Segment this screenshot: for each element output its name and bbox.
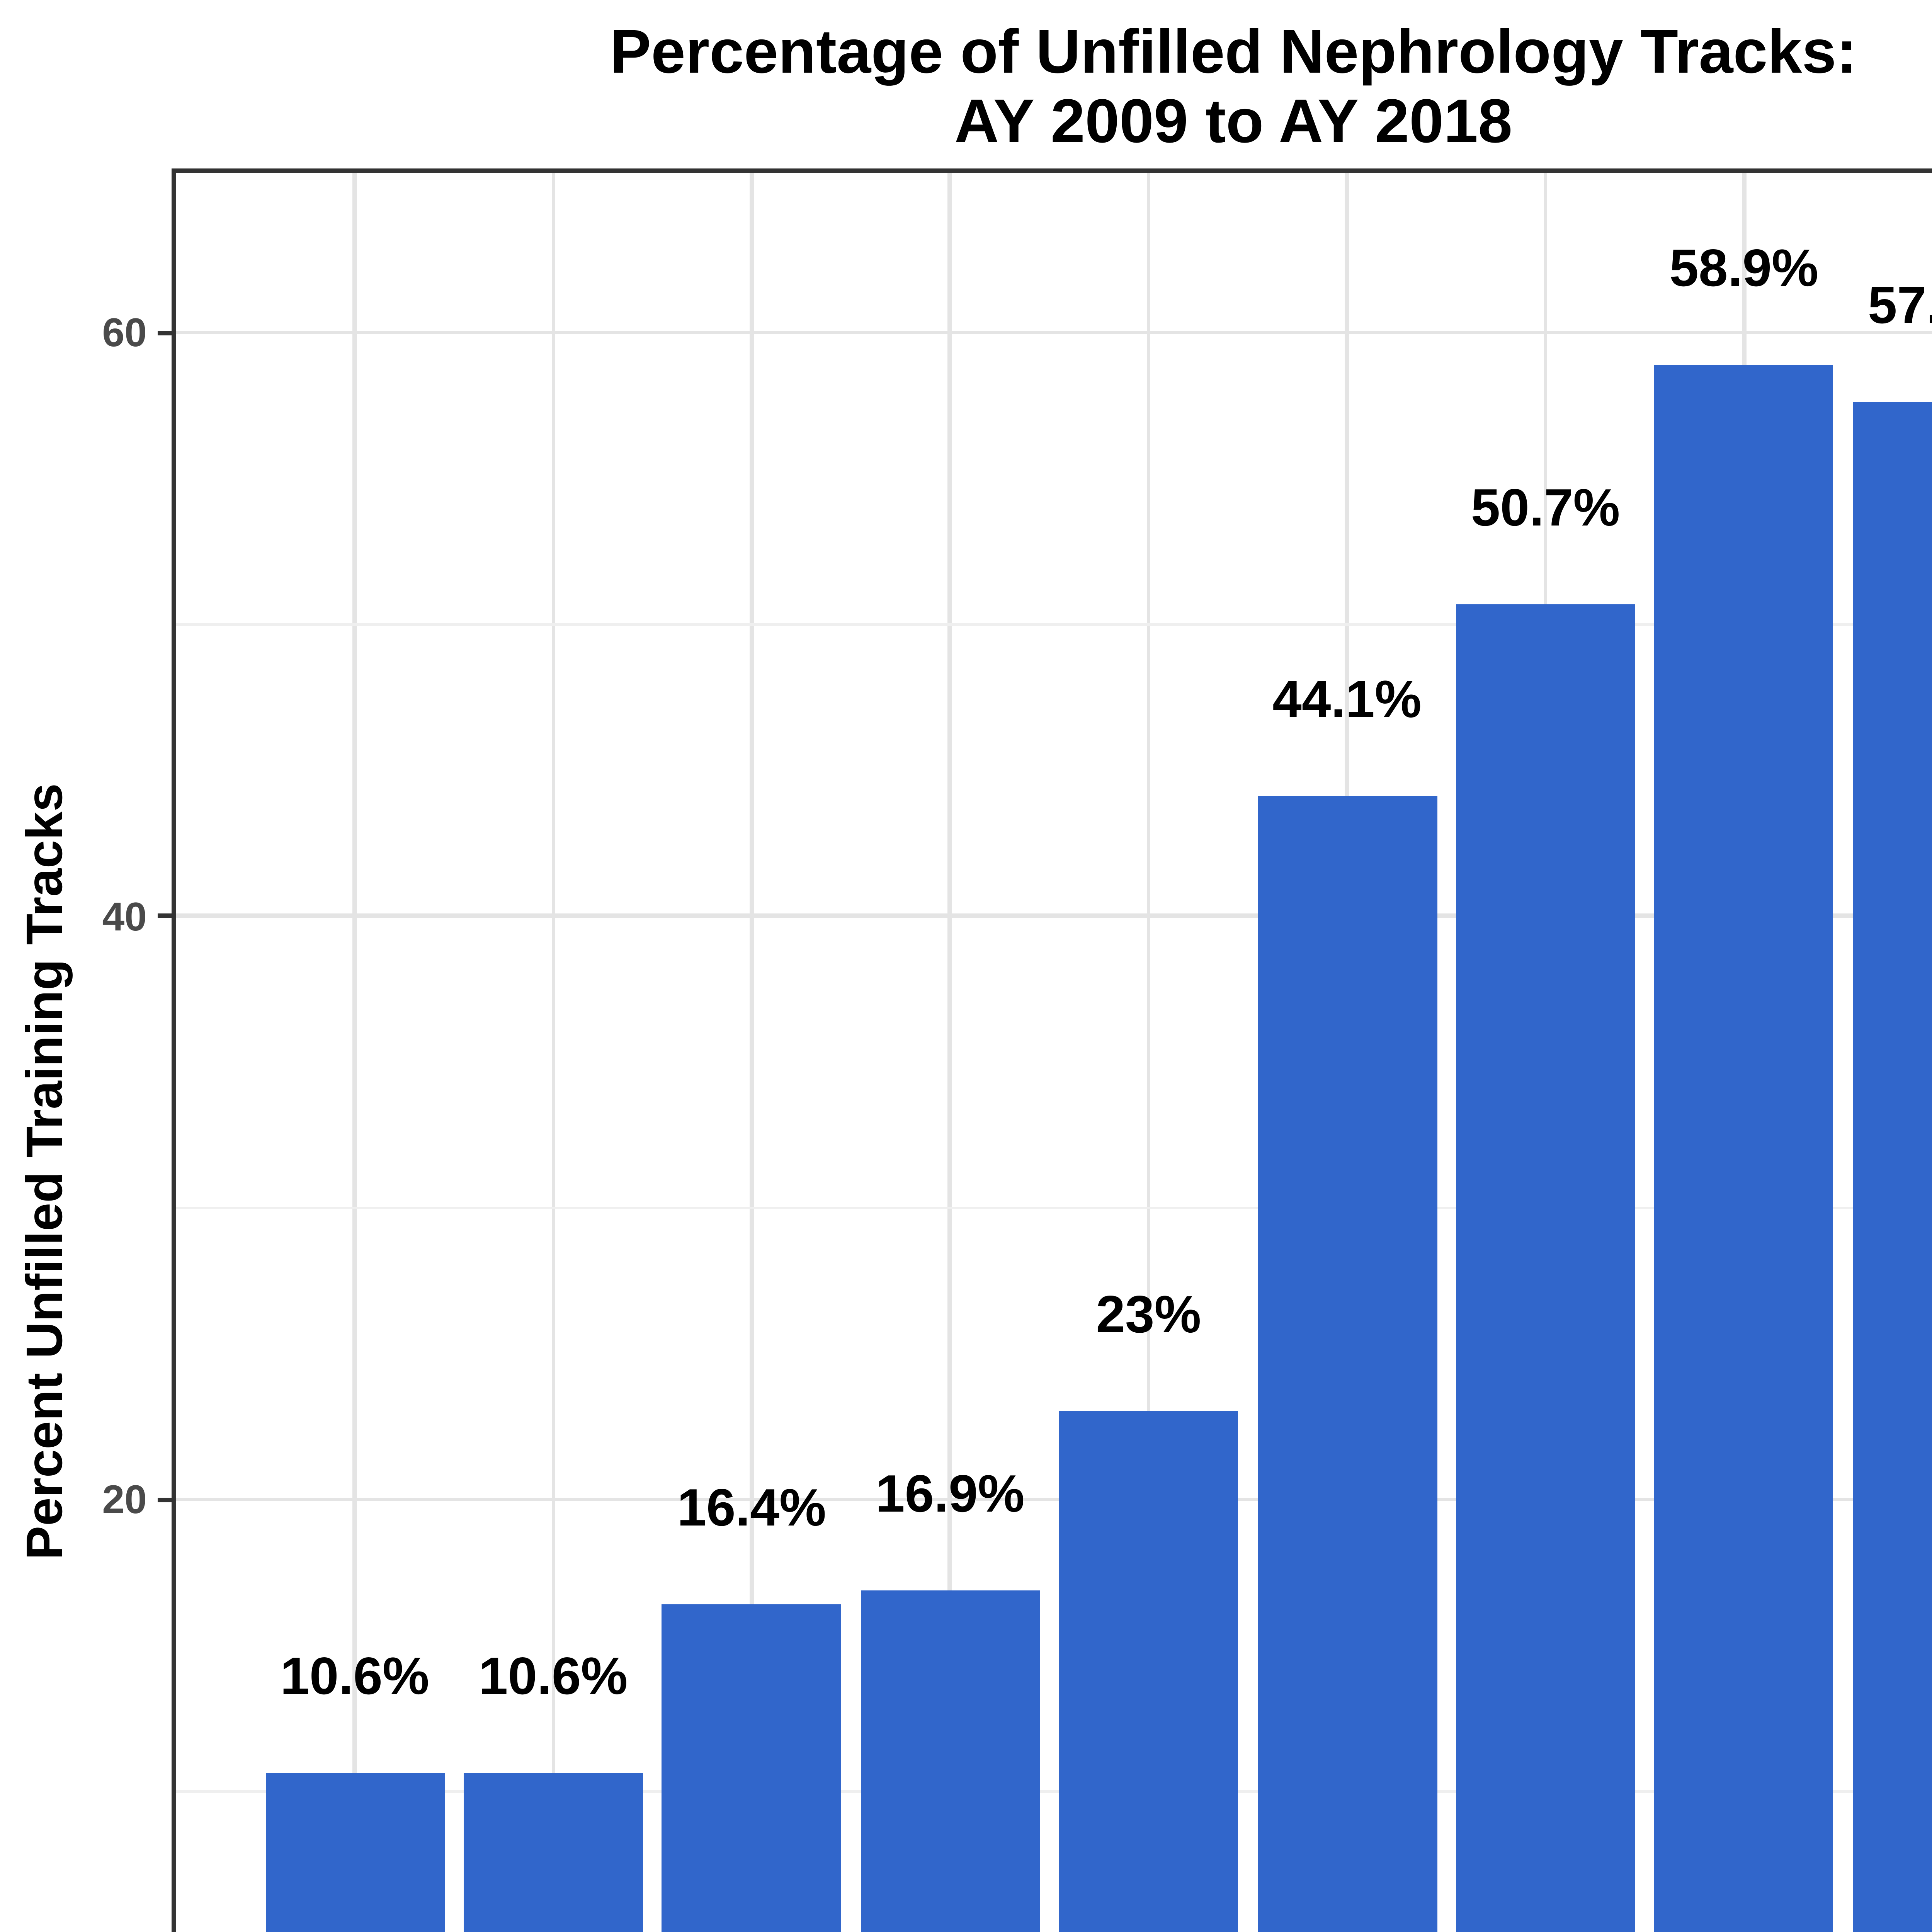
- horizontal-gridline-major: [176, 330, 1932, 334]
- horizontal-gridline-minor: [176, 623, 1932, 625]
- horizontal-gridline-major: [176, 914, 1932, 918]
- vertical-gridline-major: [353, 173, 357, 1932]
- bar-2012: [860, 1590, 1040, 1932]
- bar-value-label-2011: 16.4%: [677, 1479, 826, 1538]
- vertical-gridline-major: [948, 173, 952, 1932]
- y-tick-mark-40: [158, 913, 172, 918]
- bar-value-label-2009: 10.6%: [280, 1648, 429, 1707]
- bar-value-label-2010: 10.6%: [478, 1648, 628, 1707]
- bar-2010: [463, 1773, 643, 1932]
- bar-2016: [1654, 364, 1834, 1932]
- vertical-gridline-major: [1146, 173, 1151, 1932]
- chart-title-line-2: AY 2009 to AY 2018: [954, 88, 1513, 156]
- horizontal-gridline-major: [176, 1497, 1932, 1501]
- y-tick-label-40: 40: [102, 893, 147, 939]
- bar-value-label-2013: 23%: [1096, 1286, 1201, 1345]
- chart-title-line-1: Percentage of Unfilled Nephrology Tracks…: [610, 19, 1857, 87]
- horizontal-gridline-minor: [176, 1790, 1932, 1792]
- vertical-gridline-major: [750, 173, 754, 1932]
- horizontal-gridline-minor: [176, 1206, 1932, 1209]
- bar-value-label-2017: 57.6%: [1867, 277, 1932, 336]
- bar-value-label-2012: 16.9%: [875, 1464, 1025, 1524]
- bar-2015: [1456, 604, 1635, 1932]
- bar-value-label-2014: 44.1%: [1272, 671, 1422, 730]
- vertical-gridline-major: [551, 173, 555, 1932]
- bar-2011: [662, 1604, 842, 1932]
- y-tick-label-20: 20: [102, 1476, 147, 1522]
- bar-2017: [1852, 402, 1932, 1932]
- bar-value-label-2015: 50.7%: [1471, 478, 1620, 537]
- y-tick-mark-60: [158, 330, 172, 335]
- bar-2009: [265, 1773, 444, 1932]
- plot-panel: 10.6% 10.6% 16.4% 16.9% 23% 44.1% 50.7% 58.9% 57…: [172, 168, 1932, 1932]
- chart-title: Percentage of Unfilled Nephrology Tracks…: [172, 19, 1932, 158]
- y-tick-label-60: 60: [102, 309, 147, 355]
- bar-2014: [1257, 796, 1437, 1932]
- bar-value-label-2016: 58.9%: [1669, 239, 1818, 298]
- y-tick-mark-20: [158, 1497, 172, 1502]
- bar-2013: [1059, 1412, 1238, 1932]
